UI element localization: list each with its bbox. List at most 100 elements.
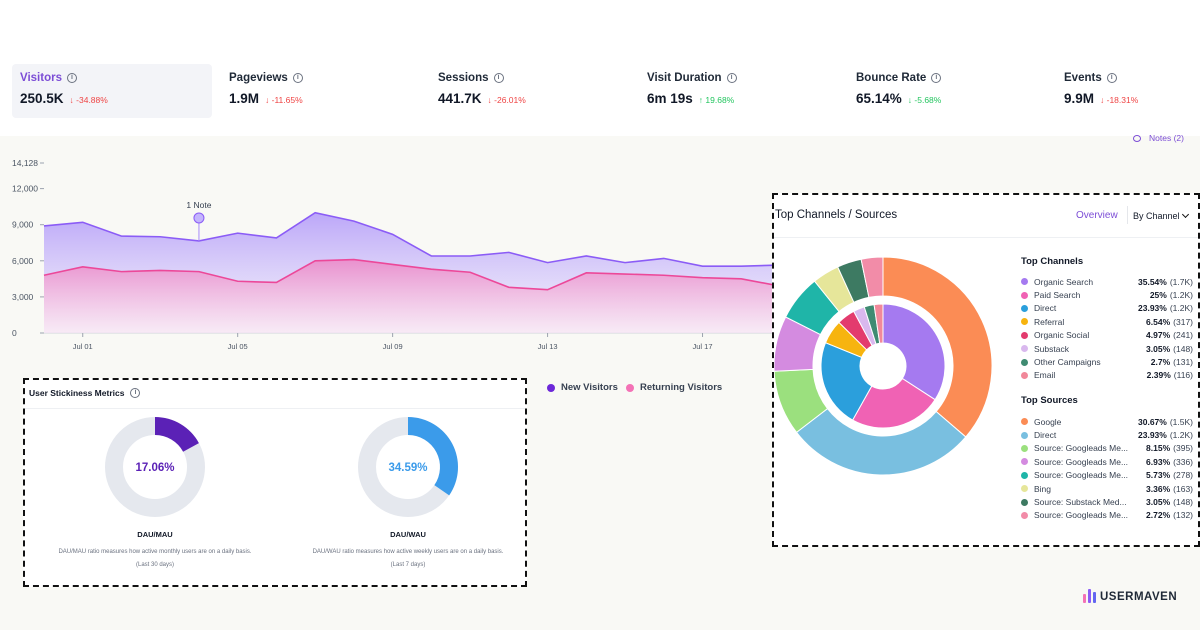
chevron-down-icon: [1181, 210, 1189, 219]
x-tick-label: Jul 01: [73, 342, 93, 351]
donut-description: DAU/WAU ratio measures how active weekly…: [312, 549, 504, 555]
stat-label: Visitors: [20, 72, 62, 84]
legend-dot: [1021, 318, 1028, 326]
source-segment[interactable]: [795, 407, 967, 476]
donut-value-arc: [155, 417, 199, 452]
channel-row[interactable]: Referral 6.54% (317): [1021, 315, 1193, 328]
series-area-1: [44, 259, 780, 333]
source-percent: 8.15%: [1146, 443, 1171, 454]
stat-label: Events: [1064, 72, 1102, 84]
note-marker-pin[interactable]: [193, 212, 205, 224]
x-tick-label: Jul 17: [693, 342, 713, 351]
comment-icon: [1133, 134, 1141, 142]
channel-percent: 25%: [1149, 290, 1167, 301]
legend-dot: [1021, 485, 1028, 493]
channel-row[interactable]: Email 2.39% (116): [1021, 369, 1193, 382]
donut-description: DAU/MAU ratio measures how active monthl…: [58, 549, 252, 555]
by-channel-dropdown[interactable]: By Channel: [1133, 210, 1189, 221]
stat-visitors[interactable]: Visitors i 250.5K ↓ -34.88%: [12, 64, 212, 118]
source-segment[interactable]: [882, 256, 993, 438]
info-icon[interactable]: i: [931, 73, 942, 83]
notes-link[interactable]: Notes (2): [1133, 133, 1184, 143]
stat-delta: ↓ -34.88%: [69, 95, 108, 105]
source-count: (163): [1173, 483, 1193, 494]
info-icon[interactable]: i: [66, 73, 77, 83]
panel-title: User Stickiness Metrics: [29, 388, 125, 398]
channel-segment[interactable]: [851, 377, 936, 429]
channel-segment[interactable]: [882, 303, 946, 401]
top-channels-panel: Top Channels / Sources Overview By Chann…: [772, 193, 1200, 547]
source-count: (1.2K): [1169, 430, 1193, 441]
dropdown-label: By Channel: [1133, 211, 1180, 221]
top-band: [0, 0, 1200, 56]
stat-delta: ↓ -5.68%: [907, 95, 942, 105]
legend-returning-visitors[interactable]: Returning Visitors: [626, 382, 722, 393]
stat-value: 6m 19s: [647, 91, 693, 106]
channel-row[interactable]: Other Campaigns 2.7% (131): [1021, 355, 1193, 368]
channel-segment[interactable]: [820, 342, 873, 421]
info-icon[interactable]: i: [130, 388, 141, 398]
source-segment[interactable]: [860, 256, 884, 299]
channel-segment[interactable]: [873, 303, 884, 344]
channel-row[interactable]: Paid Search 25% (1.2K): [1021, 288, 1193, 301]
channel-row[interactable]: Organic Social 4.97% (241): [1021, 329, 1193, 342]
channel-name: Email: [1034, 370, 1056, 381]
stat-value: 250.5K: [20, 91, 64, 106]
source-count: (278): [1173, 470, 1193, 481]
stat-delta: ↓ -11.65%: [265, 95, 303, 105]
donut-value-arc: [408, 417, 459, 496]
source-row[interactable]: Source: Googleads Me... 2.72% (132): [1021, 509, 1193, 522]
stat-sessions[interactable]: Sessions i 441.7K ↓ -26.01%: [430, 64, 630, 118]
source-row[interactable]: Source: Googleads Me... 6.93% (336): [1021, 455, 1193, 468]
source-name: Bing: [1034, 483, 1052, 494]
stickiness-donuts: 17.06% 34.59%: [105, 417, 459, 517]
source-count: (148): [1173, 497, 1193, 508]
channel-percent: 2.39%: [1146, 370, 1171, 381]
legend-dot: [1021, 304, 1028, 312]
channel-name: Other Campaigns: [1034, 357, 1101, 368]
info-icon[interactable]: i: [726, 73, 737, 83]
dau-wau-caption: DAU/WAU DAU/WAU ratio measures how activ…: [288, 530, 528, 568]
source-name: Google: [1034, 416, 1062, 427]
top-sources-heading: Top Sources: [1021, 395, 1078, 406]
channel-name: Referral: [1034, 316, 1065, 327]
logo-icon: [1083, 589, 1096, 603]
legend-dot: [1021, 371, 1028, 379]
channel-count: (116): [1173, 370, 1193, 381]
legend-new-visitors[interactable]: New Visitors: [547, 382, 618, 393]
stat-delta: ↑ 19.68%: [698, 95, 735, 105]
channel-row[interactable]: Organic Search 35.54% (1.7K): [1021, 275, 1193, 288]
channel-count: (1.2K): [1169, 290, 1193, 301]
stat-events[interactable]: Events i 9.9M ↓ -18.31%: [1056, 64, 1200, 118]
channel-percent: 35.54%: [1138, 276, 1167, 287]
info-icon[interactable]: i: [292, 73, 303, 83]
source-row[interactable]: Google 30.67% (1.5K): [1021, 415, 1193, 428]
stat-label: Visit Duration: [647, 72, 722, 84]
source-percent: 3.05%: [1146, 497, 1171, 508]
donut-percent-label: 34.59%: [388, 462, 427, 474]
source-percent: 30.67%: [1138, 416, 1167, 427]
source-row[interactable]: Direct 23.93% (1.2K): [1021, 428, 1193, 441]
donut-period: (Last 7 days): [390, 562, 426, 568]
donut-percent-label: 17.06%: [135, 462, 174, 474]
info-icon[interactable]: i: [493, 73, 504, 83]
source-name: Source: Googleads Me...: [1034, 470, 1129, 481]
channel-row[interactable]: Substack 3.05% (148): [1021, 342, 1193, 355]
logo-bar: [1083, 594, 1086, 603]
stats-bar: Visitors i 250.5K ↓ -34.88% Pageviews i 1.9…: [0, 56, 1200, 136]
stat-visit-duration[interactable]: Visit Duration i 6m 19s ↑ 19.68%: [639, 64, 839, 118]
channel-count: (317): [1173, 316, 1193, 327]
source-row[interactable]: Source: Googleads Me... 5.73% (278): [1021, 469, 1193, 482]
source-row[interactable]: Source: Substack Med... 3.05% (148): [1021, 495, 1193, 508]
legend-dot: [547, 383, 555, 392]
source-row[interactable]: Bing 3.36% (163): [1021, 482, 1193, 495]
channel-name: Organic Social: [1034, 330, 1090, 341]
tab-overview[interactable]: Overview: [1076, 210, 1118, 221]
info-icon[interactable]: i: [1106, 73, 1117, 83]
stat-pageviews[interactable]: Pageviews i 1.9M ↓ -11.65%: [221, 64, 421, 118]
note-annotation-label: 1 Note: [186, 200, 211, 210]
stat-bounce-rate[interactable]: Bounce Rate i 65.14% ↓ -5.68%: [848, 64, 1048, 118]
source-row[interactable]: Source: Googleads Me... 8.15% (395): [1021, 442, 1193, 455]
channel-row[interactable]: Direct 23.93% (1.2K): [1021, 302, 1193, 315]
source-name: Source: Googleads Me...: [1034, 510, 1129, 521]
